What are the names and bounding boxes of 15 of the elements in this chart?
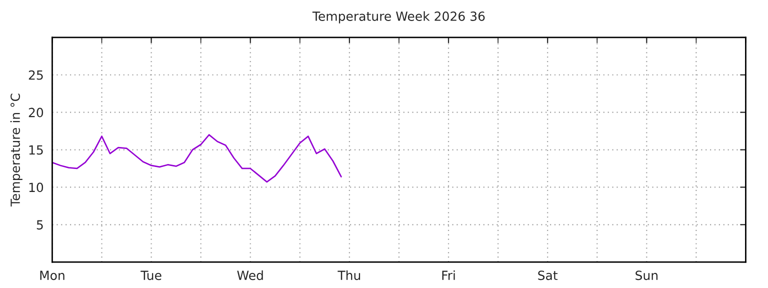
- y-tick-label: 5: [36, 220, 43, 230]
- x-tick-label: Thu: [338, 270, 360, 280]
- y-tick-label: 10: [29, 182, 44, 192]
- x-tick-label: Tue: [140, 270, 162, 280]
- y-tick-label: 25: [28, 70, 43, 80]
- line-series: [52, 134, 342, 183]
- y-tick-label: 20: [28, 108, 44, 118]
- y-axis-title: Temperature in °C: [10, 94, 22, 207]
- chart-title: Temperature Week 2026 36: [312, 11, 485, 24]
- x-tick-label: Fri: [442, 270, 455, 280]
- x-tick-label: Sun: [636, 270, 658, 280]
- x-tick-label: Mon: [40, 270, 64, 280]
- y-tick-label: 15: [29, 145, 43, 155]
- x-tick-label: Sat: [538, 270, 558, 280]
- x-tick-label: Wed: [237, 270, 263, 280]
